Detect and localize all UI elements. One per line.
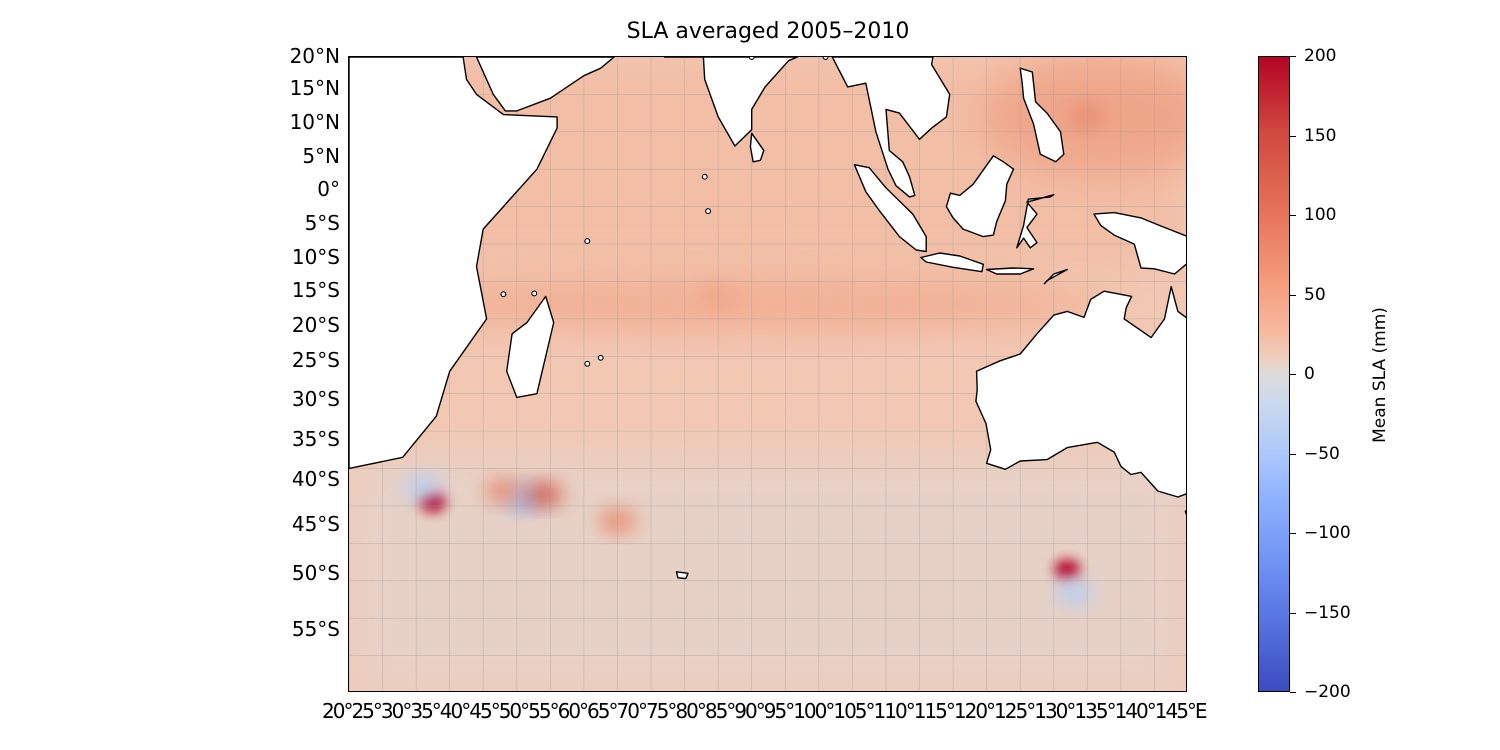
lat-tick-label: 0° bbox=[317, 177, 340, 201]
colorbar-tick-label: −150 bbox=[1304, 603, 1351, 623]
lat-tick-label: 45°S bbox=[291, 512, 340, 536]
colorbar-tick-mark bbox=[1290, 374, 1296, 375]
colorbar-tick-mark bbox=[1290, 56, 1296, 57]
landmasses bbox=[349, 57, 1186, 580]
land-new-guinea bbox=[1093, 211, 1186, 275]
colorbar-tick-mark bbox=[1290, 454, 1296, 455]
lat-tick-label: 55°S bbox=[291, 617, 340, 641]
land-sumatra bbox=[853, 164, 927, 253]
land-madagascar bbox=[506, 295, 555, 399]
land-timor bbox=[1043, 268, 1068, 285]
lat-tick-label: 20°S bbox=[291, 313, 340, 337]
small-island-6 bbox=[822, 57, 829, 60]
small-island-0 bbox=[584, 360, 591, 367]
sla-map bbox=[349, 57, 1186, 691]
colorbar-tick-label: −50 bbox=[1304, 444, 1340, 464]
land-borneo bbox=[945, 155, 1015, 238]
map-title: SLA averaged 2005–2010 bbox=[626, 19, 910, 44]
colorbar-tick-mark bbox=[1290, 136, 1296, 137]
lat-tick-label: 15°N bbox=[289, 76, 340, 100]
lat-tick-label: 40°S bbox=[291, 467, 340, 491]
lat-tick-label: 10°N bbox=[289, 110, 340, 134]
colorbar-tick-label: 200 bbox=[1304, 46, 1337, 66]
sla-anomaly-3 bbox=[525, 482, 562, 507]
colorbar-tick-label: 100 bbox=[1304, 205, 1337, 225]
land-philippines bbox=[1019, 67, 1065, 163]
small-island-7 bbox=[500, 291, 507, 298]
colorbar bbox=[1258, 56, 1290, 692]
sla-anomaly-6 bbox=[1054, 559, 1081, 580]
small-island-5 bbox=[748, 57, 755, 60]
colorbar-tick-label: −200 bbox=[1304, 682, 1351, 702]
lat-tick-label: 35°S bbox=[291, 427, 340, 451]
lat-tick-label: 20°N bbox=[289, 44, 340, 68]
land-java bbox=[920, 252, 984, 273]
colorbar-tick-label: −100 bbox=[1304, 523, 1351, 543]
land-australia bbox=[975, 286, 1186, 498]
small-island-8 bbox=[531, 290, 538, 297]
map-panel bbox=[348, 56, 1187, 692]
lat-tick-label: 5°N bbox=[302, 144, 340, 168]
land-lesser-sunda bbox=[985, 267, 1035, 275]
land-tasmania bbox=[1184, 510, 1186, 516]
sla-anomaly-4 bbox=[485, 478, 522, 503]
longitude-axis-labels: 20°25°30°35°40°45°50°55°60°65°70°75°80°8… bbox=[322, 699, 1208, 723]
small-island-3 bbox=[701, 173, 708, 180]
land-sri-lanka bbox=[749, 132, 765, 163]
colorbar-tick-mark bbox=[1290, 613, 1296, 614]
land-sulawesi bbox=[1016, 194, 1055, 249]
lat-tick-label: 5°S bbox=[304, 211, 340, 235]
colorbar-tick-label: 0 bbox=[1304, 364, 1315, 384]
lat-tick-label: 50°S bbox=[291, 561, 340, 585]
land-kerguelen bbox=[675, 571, 689, 580]
colorbar-tick-label: 150 bbox=[1304, 126, 1337, 146]
lat-tick-label: 30°S bbox=[291, 387, 340, 411]
sla-anomaly-1 bbox=[404, 475, 441, 500]
colorbar-label: Mean SLA (mm) bbox=[1370, 307, 1390, 443]
land-india bbox=[663, 57, 799, 147]
small-island-1 bbox=[597, 354, 604, 361]
small-island-4 bbox=[705, 208, 712, 215]
sla-anomaly-7 bbox=[1055, 579, 1092, 604]
land-arabia bbox=[475, 57, 615, 112]
land-southeast-asia bbox=[831, 57, 951, 198]
lat-tick-label: 25°S bbox=[291, 348, 340, 372]
land-africa bbox=[349, 57, 558, 470]
small-island-2 bbox=[584, 238, 591, 245]
lat-tick-label: 15°S bbox=[291, 278, 340, 302]
colorbar-tick-label: 50 bbox=[1304, 285, 1326, 305]
colorbar-tick-mark bbox=[1290, 295, 1296, 296]
colorbar-tick-mark bbox=[1290, 215, 1296, 216]
colorbar-tick-mark bbox=[1290, 692, 1296, 693]
colorbar-tick-mark bbox=[1290, 533, 1296, 534]
lat-tick-label: 10°S bbox=[291, 245, 340, 269]
